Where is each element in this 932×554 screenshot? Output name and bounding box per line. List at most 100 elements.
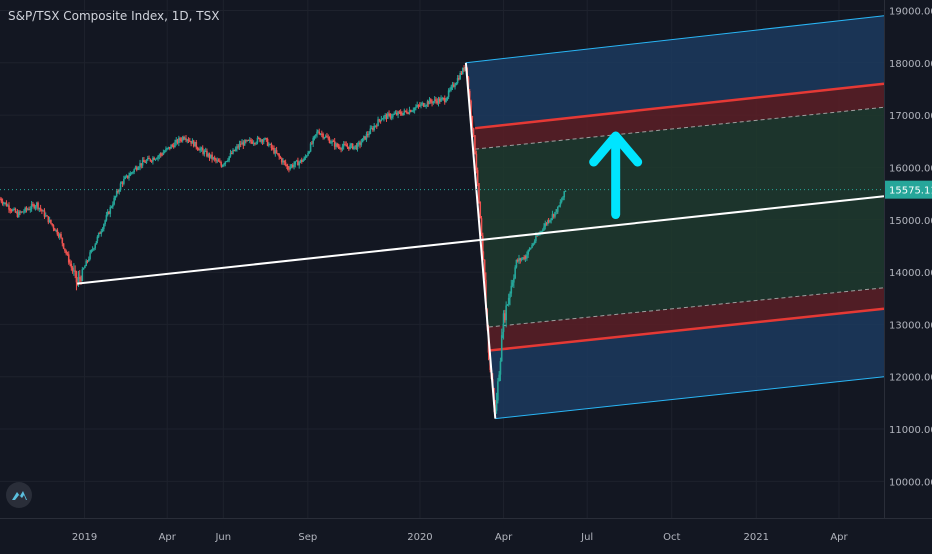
x-tick-label: 2021 xyxy=(744,532,769,543)
candle-body xyxy=(148,157,150,159)
candle-body xyxy=(161,154,163,156)
candle-body xyxy=(262,139,265,142)
candle-body xyxy=(157,156,159,159)
candle-body xyxy=(309,143,312,152)
candle-body xyxy=(549,220,551,223)
candle-body xyxy=(277,153,279,155)
candle-body xyxy=(395,112,398,115)
candle-body xyxy=(1,201,4,204)
candle-body xyxy=(58,234,61,237)
candle-body xyxy=(559,202,562,206)
candle-body xyxy=(71,267,74,272)
x-tick-label: Jul xyxy=(580,532,593,543)
candle-body xyxy=(366,134,369,136)
candle-body xyxy=(562,197,564,201)
candle-body xyxy=(385,115,388,119)
candle-body xyxy=(199,148,201,151)
candle-body xyxy=(349,144,351,149)
candle-body xyxy=(112,204,114,207)
candle-body xyxy=(509,293,511,298)
tradingview-logo-icon[interactable] xyxy=(6,482,32,508)
candle-body xyxy=(479,201,482,219)
pitch-handle-line xyxy=(464,62,497,419)
candle-body xyxy=(202,150,204,154)
arrow-head xyxy=(589,131,643,167)
price-axis-background xyxy=(884,0,932,550)
candle-body xyxy=(321,133,323,135)
candle-body xyxy=(10,210,13,212)
candle-body xyxy=(507,297,510,305)
candle-body xyxy=(75,271,78,283)
candle-body xyxy=(288,168,290,170)
candle-body xyxy=(17,211,20,217)
candle-body xyxy=(307,152,309,156)
candle-body xyxy=(28,209,30,211)
candle-body xyxy=(505,305,507,321)
candle-body xyxy=(44,215,47,217)
candle-body xyxy=(245,140,247,142)
candle-body xyxy=(363,136,365,139)
candle-body xyxy=(85,260,87,267)
candle-body xyxy=(81,269,84,281)
candle-body xyxy=(134,167,137,170)
candle-body xyxy=(152,157,154,162)
candle-body xyxy=(160,153,162,155)
candle-body xyxy=(216,160,219,162)
candle-body xyxy=(427,101,430,105)
candle-body xyxy=(474,151,476,154)
candle-body xyxy=(286,166,289,169)
candle-body xyxy=(186,139,189,141)
candle-body xyxy=(348,146,350,149)
up-arrow-icon xyxy=(589,131,643,220)
candle-body xyxy=(460,73,463,75)
candle-body xyxy=(133,169,135,173)
candle-body xyxy=(52,225,55,229)
candle-body xyxy=(187,139,190,141)
candle-body xyxy=(41,209,43,212)
candle-body xyxy=(531,244,533,248)
candle-body xyxy=(47,216,50,223)
candle-body xyxy=(421,103,424,105)
candle-body xyxy=(463,68,465,71)
candle-body xyxy=(0,198,3,202)
channel-red-lower-band xyxy=(488,287,884,351)
candle-body xyxy=(461,68,464,74)
candle-body xyxy=(270,143,273,148)
candle-body xyxy=(114,196,117,198)
candle-body xyxy=(429,99,432,102)
candle-body xyxy=(24,207,26,212)
candle-body xyxy=(154,158,157,160)
candle-body xyxy=(403,110,406,113)
candle-body xyxy=(408,110,411,114)
candle-body xyxy=(120,182,123,184)
candle-body xyxy=(37,202,39,209)
candle-body xyxy=(46,215,48,217)
candle-body xyxy=(229,153,232,157)
candle-body xyxy=(192,140,195,147)
candle-body xyxy=(425,105,427,107)
candle-body xyxy=(176,139,179,144)
candle-body xyxy=(560,200,563,203)
x-tick-label: Jun xyxy=(214,532,231,543)
candle-body xyxy=(198,149,200,151)
candle-body xyxy=(100,231,103,234)
candle-body xyxy=(522,257,524,259)
y-tick-label: 17000.00 xyxy=(889,111,932,122)
candle-body xyxy=(62,243,65,249)
x-tick-label: 2019 xyxy=(72,532,97,543)
candle-body xyxy=(438,98,441,102)
candle-body xyxy=(65,250,67,254)
candle-body xyxy=(289,166,291,170)
candle-body xyxy=(443,98,446,103)
x-tick-label: Apr xyxy=(159,532,177,543)
candle-body xyxy=(341,146,344,150)
candle-body xyxy=(93,248,95,250)
candle-body xyxy=(5,202,8,207)
candle-body xyxy=(279,156,282,159)
candle-body xyxy=(393,113,396,115)
candle-body xyxy=(283,160,286,163)
x-tick-label: 2020 xyxy=(407,532,432,543)
candle-body xyxy=(108,211,110,214)
